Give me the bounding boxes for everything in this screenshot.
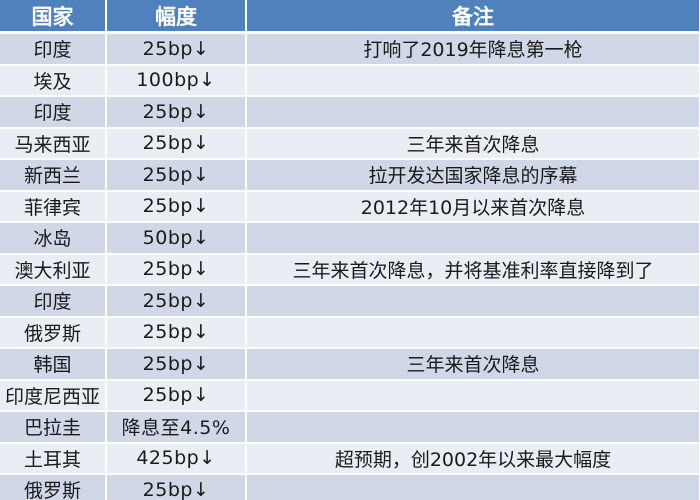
cell-country: 澳大利亚 (0, 253, 107, 286)
table-header-row: 国家 幅度 备注 (0, 0, 700, 34)
cell-country: 土耳其 (0, 442, 107, 475)
cell-range: 25bp↓ (106, 474, 247, 500)
cell-range: 25bp↓ (106, 379, 247, 412)
cell-range: 25bp↓ (106, 96, 247, 129)
cell-note (246, 411, 700, 444)
table-row: 马来西亚 25bp↓ 三年来首次降息 (0, 127, 700, 160)
cell-note: 三年来首次降息，并将基准利率直接降到了 (246, 253, 700, 286)
cell-note (246, 64, 700, 97)
cell-note (246, 379, 700, 412)
table-row: 埃及 100bp↓ (0, 64, 700, 97)
table-row: 菲律宾 25bp↓ 2012年10月以来首次降息 (0, 190, 700, 223)
table-row: 韩国 25bp↓ 三年来首次降息 (0, 348, 700, 381)
header-range: 幅度 (106, 0, 247, 34)
table-row: 土耳其 425bp↓ 超预期，创2002年以来最大幅度 (0, 442, 700, 475)
cell-country: 菲律宾 (0, 190, 107, 223)
table-row: 印度 25bp↓ 打响了2019年降息第一枪 (0, 32, 700, 66)
cell-range: 25bp↓ (106, 348, 247, 381)
cell-range: 25bp↓ (106, 32, 247, 66)
header-country: 国家 (0, 0, 107, 34)
table-row: 俄罗斯 25bp↓ (0, 316, 700, 349)
cell-note: 三年来首次降息 (246, 127, 700, 160)
cell-country: 俄罗斯 (0, 316, 107, 349)
cell-note: 超预期，创2002年以来最大幅度 (246, 442, 700, 475)
cell-country: 印度尼西亚 (0, 379, 107, 412)
table-row: 印度 25bp↓ (0, 285, 700, 318)
table-row: 印度尼西亚 25bp↓ (0, 379, 700, 412)
cell-range: 25bp↓ (106, 316, 247, 349)
table-row: 巴拉圭 降息至4.5% (0, 411, 700, 444)
table-row: 新西兰 25bp↓ 拉开发达国家降息的序幕 (0, 159, 700, 192)
cell-range: 425bp↓ (106, 442, 247, 475)
cell-note: 打响了2019年降息第一枪 (246, 32, 700, 66)
cell-range: 25bp↓ (106, 159, 247, 192)
header-note: 备注 (246, 0, 700, 34)
cell-range: 25bp↓ (106, 127, 247, 160)
cell-note (246, 96, 700, 129)
table-row: 印度 25bp↓ (0, 96, 700, 129)
cell-note (246, 222, 700, 255)
cell-country: 俄罗斯 (0, 474, 107, 500)
cell-range: 25bp↓ (106, 285, 247, 318)
cell-range: 25bp↓ (106, 253, 247, 286)
cell-range: 50bp↓ (106, 222, 247, 255)
cell-range: 100bp↓ (106, 64, 247, 97)
cell-note: 拉开发达国家降息的序幕 (246, 159, 700, 192)
cell-range: 25bp↓ (106, 190, 247, 223)
cell-country: 印度 (0, 96, 107, 129)
table-row: 冰岛 50bp↓ (0, 222, 700, 255)
cell-note (246, 285, 700, 318)
cell-country: 巴拉圭 (0, 411, 107, 444)
cell-country: 新西兰 (0, 159, 107, 192)
cell-country: 印度 (0, 285, 107, 318)
cell-country: 马来西亚 (0, 127, 107, 160)
cell-note (246, 316, 700, 349)
table-row: 俄罗斯 25bp↓ (0, 474, 700, 500)
table-row: 澳大利亚 25bp↓ 三年来首次降息，并将基准利率直接降到了 (0, 253, 700, 286)
cell-note: 三年来首次降息 (246, 348, 700, 381)
cell-note (246, 474, 700, 500)
cell-country: 埃及 (0, 64, 107, 97)
cell-note: 2012年10月以来首次降息 (246, 190, 700, 223)
cell-country: 冰岛 (0, 222, 107, 255)
cell-country: 印度 (0, 32, 107, 66)
cell-range: 降息至4.5% (106, 411, 247, 444)
table-body: 印度 25bp↓ 打响了2019年降息第一枪 埃及 100bp↓ 印度 25bp… (0, 32, 700, 500)
cell-country: 韩国 (0, 348, 107, 381)
